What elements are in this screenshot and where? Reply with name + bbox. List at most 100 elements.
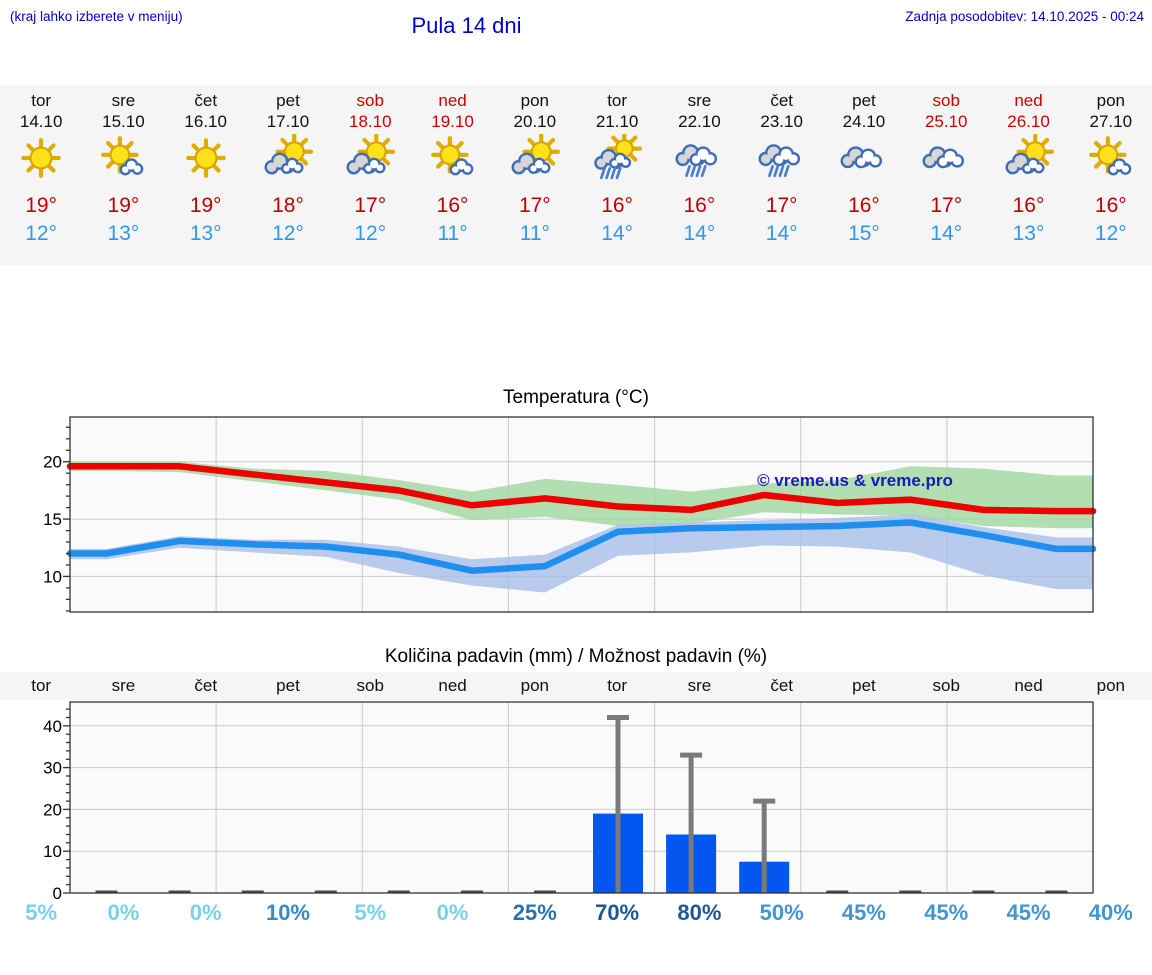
- precip-day-label: čet: [770, 676, 794, 695]
- forecast-day-14: pon 27.10 16° 12°: [1070, 85, 1152, 265]
- precip-day-label: pon: [520, 676, 550, 695]
- precip-ytick-label: 10: [43, 842, 62, 861]
- precip-day-label: sob: [356, 676, 384, 695]
- low-temp: 14°: [683, 222, 716, 245]
- low-temp: 14°: [930, 222, 963, 245]
- precip-zero-dash: [534, 890, 556, 893]
- day-date: 27.10: [1089, 112, 1133, 131]
- forecast-day-12: sob 25.10 17° 14°: [905, 85, 987, 265]
- day-icon-wrap: [329, 132, 411, 192]
- precip-day-label: sre: [111, 676, 136, 695]
- day-date: 22.10: [678, 112, 721, 131]
- low-temp: 14°: [601, 222, 633, 245]
- precip-zero-dash: [826, 890, 849, 893]
- precip-probability: 5%: [354, 900, 387, 925]
- day-icon-wrap: [905, 134, 987, 192]
- low-temp: 11°: [437, 222, 468, 245]
- low-temp: 12°: [1094, 222, 1127, 245]
- location-hint: (kraj lahko izberete v meniju): [10, 9, 183, 24]
- precip-day-label: tor: [607, 676, 628, 695]
- cloud-sun-rain-icon: [594, 130, 643, 180]
- day-date: 17.10: [266, 112, 310, 131]
- precip-day-label: ned: [1014, 676, 1043, 695]
- precip-probability: 5%: [25, 900, 58, 925]
- precip-probability: 45%: [841, 900, 886, 925]
- day-icon-wrap: [82, 134, 164, 192]
- high-temp: 17°: [930, 194, 963, 217]
- precip-ytick-label: 20: [43, 800, 62, 819]
- low-temp: 14°: [765, 222, 798, 245]
- temperature-chart: 10 15 20 © vreme.us & vreme.pro: [43, 416, 1097, 613]
- max-range-band: [70, 461, 1093, 529]
- sun-small-cloud-icon: [101, 136, 144, 176]
- low-temp: 12°: [25, 222, 58, 245]
- high-temp: 16°: [436, 194, 469, 217]
- forecast-day-10: čet 23.10 17° 14°: [741, 85, 823, 265]
- day-icon-wrap: [576, 130, 658, 192]
- precip-probability: 10%: [265, 900, 310, 925]
- temp-ytick-label: 10: [43, 567, 62, 586]
- day-icon-wrap: [1070, 134, 1152, 192]
- day-icon-wrap: [411, 134, 493, 192]
- precip-day-label: sob: [932, 676, 960, 695]
- precip-zero-dash: [95, 890, 118, 893]
- day-name: tor: [31, 91, 52, 110]
- high-temp: 16°: [1012, 194, 1045, 217]
- day-icon-wrap: [658, 134, 740, 192]
- precip-zero-dash: [387, 890, 410, 893]
- high-temp: 19°: [189, 194, 222, 217]
- precip-probability: 50%: [759, 900, 804, 925]
- day-date: 26.10: [1007, 112, 1050, 131]
- precip-probability: 25%: [512, 900, 557, 925]
- day-date: 21.10: [595, 112, 639, 131]
- day-icon-wrap: [247, 132, 329, 192]
- sun-cloud-icon: [346, 132, 396, 175]
- precip-zero-dash: [460, 890, 483, 893]
- day-icon-wrap: [165, 134, 247, 192]
- day-name: ned: [438, 91, 467, 110]
- cloudy-icon: [922, 146, 965, 169]
- day-icon-wrap: [494, 132, 576, 192]
- day-name: sob: [356, 91, 384, 110]
- day-date: 16.10: [184, 112, 227, 131]
- forecast-strip: tor 14.10 19° 12° sre 15.10 19° 13° čet 16.10 19° 1…: [0, 85, 1152, 265]
- precip-probability: 40%: [1088, 900, 1133, 925]
- high-temp: 16°: [1094, 194, 1127, 217]
- precip-zero-dash: [168, 890, 191, 893]
- forecast-day-2: sre 15.10 19° 13°: [82, 85, 164, 265]
- forecast-day-11: pet 24.10 16° 15°: [823, 85, 905, 265]
- temp-ytick-label: 20: [43, 453, 62, 472]
- day-name: čet: [194, 91, 218, 110]
- forecast-day-9: sre 22.10 16° 14°: [658, 85, 740, 265]
- forecast-day-3: čet 16.10 19° 13°: [165, 85, 247, 265]
- precip-day-label: čet: [194, 676, 218, 695]
- forecast-day-1: tor 14.10 19° 12°: [0, 85, 82, 265]
- low-temp: 13°: [1012, 222, 1045, 245]
- low-temp: 15°: [848, 222, 880, 245]
- precip-probability: 70%: [595, 900, 640, 925]
- low-temp: 13°: [107, 222, 140, 245]
- high-temp: 16°: [683, 194, 716, 217]
- day-icon-wrap: [741, 134, 823, 192]
- precipitation-chart-title: Količina padavin (mm) / Možnost padavin …: [384, 646, 768, 667]
- precip-ytick-label: 30: [43, 759, 62, 778]
- day-name: pon: [1096, 91, 1125, 110]
- day-name: pet: [276, 91, 300, 110]
- day-name: ned: [1014, 91, 1043, 110]
- high-temp: 17°: [518, 194, 551, 217]
- day-name: pet: [852, 91, 876, 110]
- sun-small-cloud-icon: [430, 136, 473, 176]
- page-title: Pula 14 dni: [411, 13, 522, 38]
- watermark-link[interactable]: © vreme.us & vreme.pro: [757, 471, 953, 490]
- precip-probability: 80%: [677, 900, 722, 925]
- day-date: 19.10: [431, 112, 474, 131]
- sun-small-cloud-icon: [1088, 136, 1132, 176]
- day-name: pon: [520, 91, 550, 110]
- low-temp: 12°: [354, 222, 387, 245]
- precip-zero-dash: [1045, 890, 1068, 893]
- day-name: čet: [770, 91, 794, 110]
- last-updated: Zadnja posodobitev: 14.10.2025 - 00:24: [905, 9, 1144, 24]
- high-temp: 19°: [107, 194, 140, 217]
- precip-probability: 0%: [436, 900, 469, 925]
- precip-probability: 0%: [107, 900, 140, 925]
